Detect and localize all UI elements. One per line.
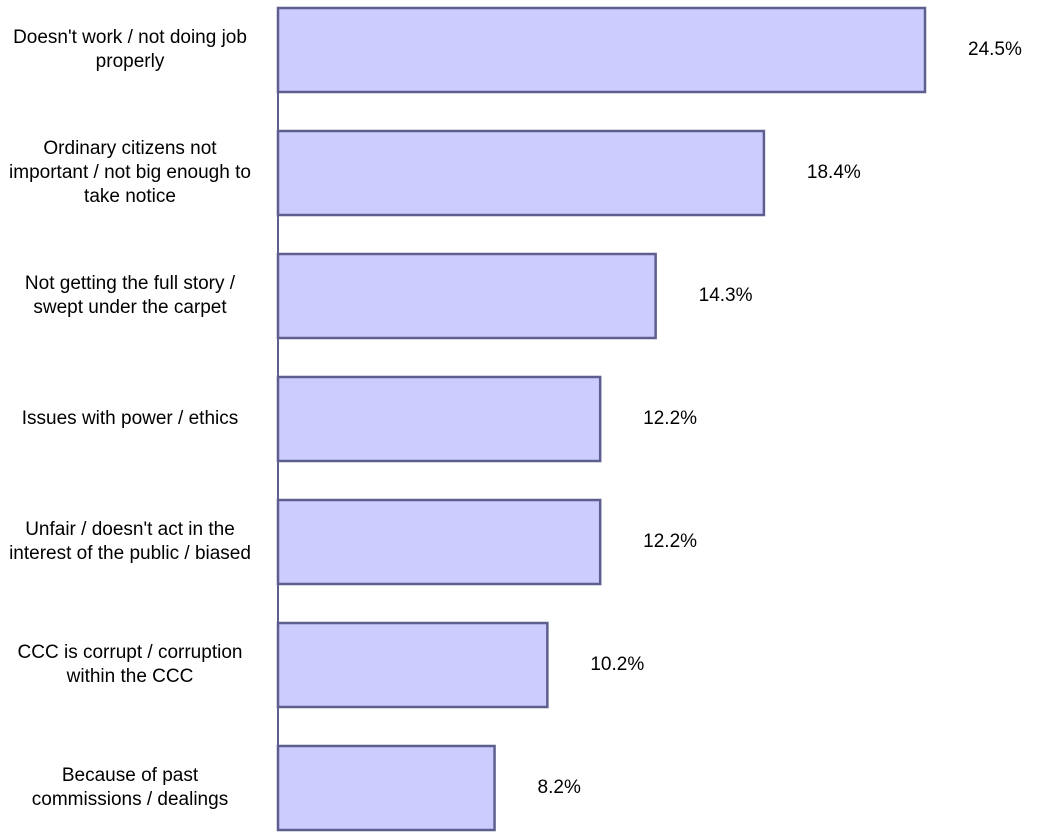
bar xyxy=(276,252,657,340)
category-label: Unfair / doesn't act in the interest of … xyxy=(9,519,251,564)
bar xyxy=(276,498,602,586)
category-label: Because of past commissions / dealings xyxy=(31,765,229,810)
category-label: Not getting the full story / swept under… xyxy=(24,273,236,318)
bar xyxy=(276,375,602,463)
value-label: 18.4% xyxy=(806,162,861,183)
bar xyxy=(276,621,549,709)
value-label: 10.2% xyxy=(590,654,645,675)
bar xyxy=(276,129,766,217)
value-label: 12.2% xyxy=(643,531,698,552)
category-label: Ordinary citizens not important / not bi… xyxy=(9,138,251,207)
category-label: CCC is corrupt / corruption within the C… xyxy=(17,642,243,687)
bar xyxy=(276,744,496,832)
category-label: Doesn't work / not doing job properly xyxy=(13,27,247,72)
value-label: 14.3% xyxy=(698,285,753,306)
value-label: 12.2% xyxy=(643,408,698,429)
value-label: 8.2% xyxy=(537,777,581,798)
category-label: Issues with power / ethics xyxy=(21,408,239,429)
value-label: 24.5% xyxy=(968,39,1022,60)
bar xyxy=(276,6,927,94)
